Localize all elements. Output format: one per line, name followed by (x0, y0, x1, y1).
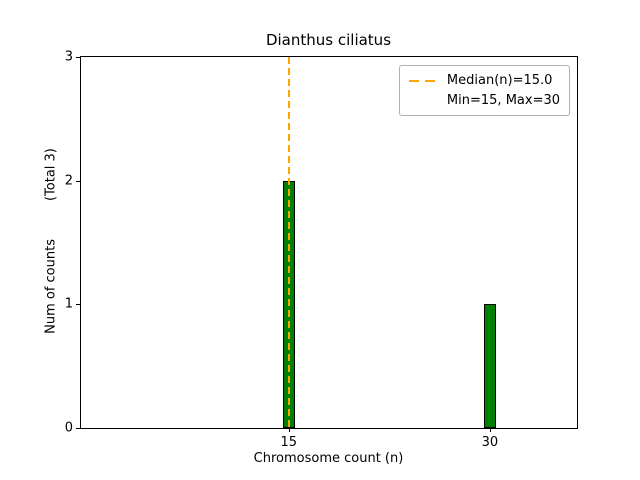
y-axis-label: Num of counts (Total 3) (44, 148, 59, 334)
y-tick-label-3: 3 (64, 49, 73, 65)
legend-entry-median: Median(n)=15.0 (408, 73, 560, 88)
x-tick-label-30: 30 (481, 435, 499, 450)
legend-label-minmax: Min=15, Max=30 (446, 93, 560, 108)
median-dash-swatch-icon (408, 79, 439, 82)
legend-label-median: Median(n)=15.0 (446, 73, 553, 88)
y-tick-mark-0 (76, 428, 80, 429)
x-tick-label-15: 15 (280, 435, 298, 450)
legend-entry-minmax: Min=15, Max=30 (409, 93, 560, 108)
y-tick-label-2: 2 (64, 173, 73, 189)
y-tick-label-1: 1 (64, 296, 73, 312)
y-tick-label-0: 0 (64, 420, 73, 436)
y-tick-mark-3 (76, 57, 80, 58)
y-axis-label-text: Num of counts (43, 239, 59, 334)
x-tick-mark-15 (288, 428, 290, 432)
median-line (287, 57, 290, 428)
bar-n30 (483, 304, 496, 428)
legend-swatch-spacer (409, 100, 439, 102)
chart-title: Dianthus ciliatus (265, 31, 392, 49)
y-axis-total-note: (Total 3) (43, 148, 59, 202)
x-tick-mark-30 (489, 428, 491, 432)
x-axis-label: Chromosome count (n) (253, 451, 404, 466)
y-tick-mark-1 (76, 304, 80, 306)
legend: Median(n)=15.0 Min=15, Max=30 (398, 65, 570, 116)
plot-area: Median(n)=15.0 Min=15, Max=30 15 30 0 1 2 3 (65, 50, 578, 450)
y-tick-mark-2 (76, 180, 80, 182)
